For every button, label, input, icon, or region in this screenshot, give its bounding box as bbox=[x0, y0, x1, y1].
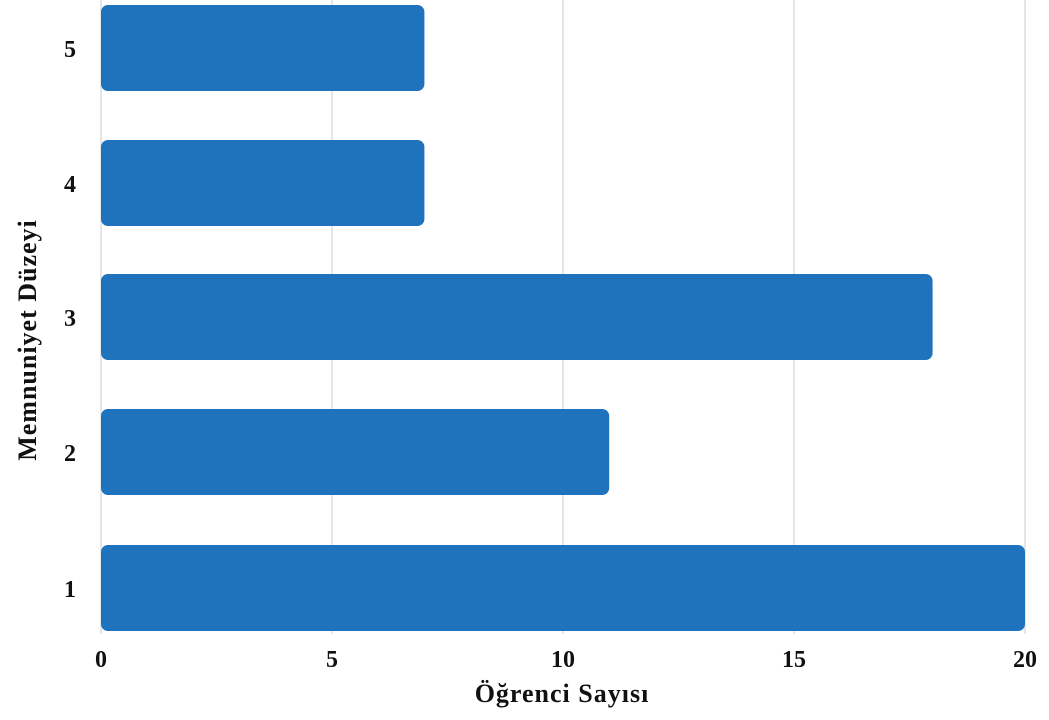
x-tick-label: 10 bbox=[551, 647, 575, 673]
y-tick-label: 3 bbox=[64, 306, 76, 332]
y-tick-label: 2 bbox=[64, 441, 76, 467]
y-tick-label: 5 bbox=[64, 37, 76, 63]
bar-4 bbox=[101, 140, 425, 226]
x-tick-label: 0 bbox=[95, 647, 107, 673]
y-tick-label: 4 bbox=[64, 172, 76, 198]
x-tick-labels: 0 5 10 15 20 bbox=[95, 647, 1037, 673]
bars bbox=[101, 5, 1025, 631]
y-tick-label: 1 bbox=[64, 577, 76, 603]
x-axis-title: Öğrenci Sayısı bbox=[475, 679, 650, 708]
bar-5 bbox=[101, 5, 425, 91]
y-axis-title: Memnuniyet Düzeyi bbox=[13, 219, 42, 461]
x-tick-label: 20 bbox=[1013, 647, 1037, 673]
bar-1 bbox=[101, 545, 1025, 631]
bar-3 bbox=[101, 274, 933, 360]
y-tick-labels: 1 2 3 4 5 bbox=[64, 37, 76, 603]
bar-2 bbox=[101, 409, 610, 495]
x-tick-label: 15 bbox=[782, 647, 806, 673]
x-tick-label: 5 bbox=[326, 647, 338, 673]
